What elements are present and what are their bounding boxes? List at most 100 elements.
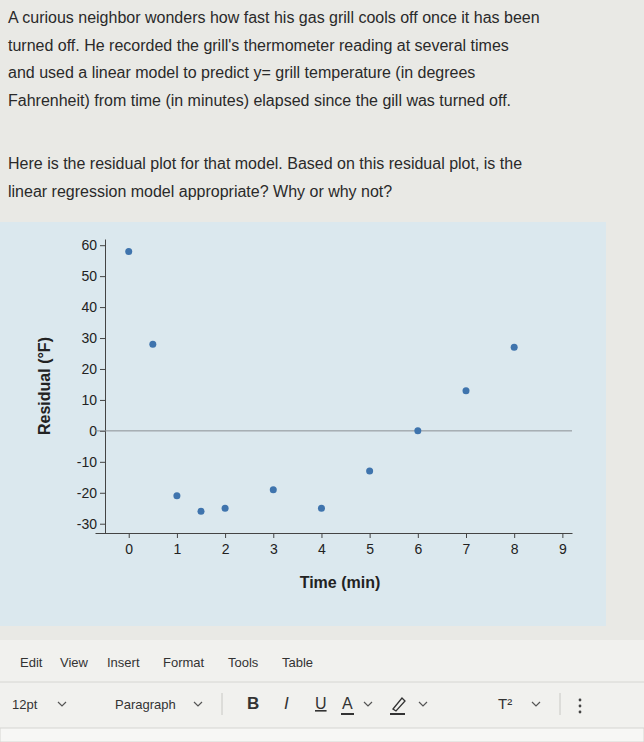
y-axis: -30-20-100102030405060 <box>77 237 106 533</box>
x-tick-mark <box>129 533 130 538</box>
x-tick: 7 <box>463 533 471 557</box>
x-tick: 6 <box>414 533 422 557</box>
y-tick-mark <box>100 276 105 277</box>
question-line: Here is the residual plot for that model… <box>8 155 522 172</box>
dropdown-chevron[interactable] <box>364 702 372 706</box>
x-tick-label: 9 <box>559 541 567 557</box>
highlight-icon[interactable] <box>393 698 405 711</box>
dropdown-chevron[interactable] <box>194 702 202 706</box>
x-tick-label: 0 <box>125 541 133 557</box>
baseline <box>95 430 572 431</box>
x-tick-mark <box>418 533 419 538</box>
toolbar-separator <box>222 693 223 715</box>
menu-item[interactable]: View <box>60 655 89 670</box>
text-color-bar <box>341 713 354 715</box>
y-tick-mark <box>100 462 105 463</box>
x-tick-mark <box>225 533 226 538</box>
y-tick-mark <box>100 400 105 401</box>
point <box>463 387 470 394</box>
x-tick-label: 6 <box>414 541 422 557</box>
menu-item[interactable]: Edit <box>20 655 43 670</box>
question-line: Fahrenheit) from time (in minutes) elaps… <box>8 92 511 109</box>
point <box>222 505 229 512</box>
y-tick: 40 <box>81 299 105 315</box>
y-tick-mark <box>100 369 105 370</box>
dropdown-chevron[interactable] <box>58 702 66 706</box>
toolbar-item[interactable]: U <box>315 695 327 712</box>
question-line: A curious neighbor wonders how fast his … <box>8 9 540 26</box>
x-tick-mark <box>273 533 274 538</box>
dropdown-chevron[interactable] <box>532 702 540 706</box>
y-tick: 60 <box>81 237 105 253</box>
menu-item[interactable]: Tools <box>228 655 259 670</box>
toolbar-item[interactable]: I <box>284 694 289 713</box>
y-tick: 30 <box>81 330 105 346</box>
y-tick-mark <box>100 338 105 339</box>
y-tick-label: 50 <box>81 268 97 284</box>
question-line: turned off. He recorded the grill's ther… <box>8 37 509 54</box>
point <box>318 505 325 512</box>
dropdown-chevron[interactable] <box>419 702 427 706</box>
y-tick: 20 <box>81 361 105 377</box>
point <box>414 427 421 434</box>
x-tick-mark <box>466 533 467 538</box>
y-tick: -30 <box>77 516 105 532</box>
menu-item[interactable]: Table <box>282 655 313 670</box>
more-dot[interactable] <box>579 699 582 702</box>
x-tick-mark <box>177 533 178 538</box>
x-tick-label: 4 <box>318 541 326 557</box>
toolbar-item[interactable]: T² <box>498 695 512 712</box>
x-axis-title: Time (min) <box>300 574 381 591</box>
y-tick-label: -30 <box>77 516 97 532</box>
x-tick-mark <box>562 533 563 538</box>
more-dot[interactable] <box>579 711 582 714</box>
question-line: and used a linear model to predict y= gr… <box>8 64 475 81</box>
x-tick-mark <box>370 533 371 538</box>
point <box>366 468 373 475</box>
point <box>198 508 205 515</box>
x-tick-mark <box>514 533 515 538</box>
more-dot[interactable] <box>579 705 582 708</box>
y-tick-label: 40 <box>81 299 97 315</box>
point <box>511 344 518 351</box>
editor-bg <box>0 640 644 742</box>
editor-divider <box>0 682 644 683</box>
y-tick: 50 <box>81 268 105 284</box>
toolbar-item[interactable]: 12pt <box>12 697 38 712</box>
point <box>173 492 180 499</box>
toolbar-separator <box>560 693 561 715</box>
x-tick-label: 1 <box>174 541 182 557</box>
y-tick-label: 20 <box>81 361 97 377</box>
x-tick-label: 3 <box>270 541 278 557</box>
toolbar-item[interactable]: A <box>342 695 353 712</box>
editor-body <box>0 728 644 742</box>
x-tick: 9 <box>559 533 567 557</box>
y-tick: -20 <box>77 485 105 501</box>
x-tick: 8 <box>511 533 519 557</box>
x-tick: 3 <box>270 533 278 557</box>
y-tick-label: -20 <box>77 485 97 501</box>
x-tick-mark <box>321 533 322 538</box>
y-tick: -10 <box>77 454 105 470</box>
x-tick: 1 <box>174 533 182 557</box>
x-tick: 4 <box>318 533 326 557</box>
x-tick: 5 <box>366 533 374 557</box>
y-tick-mark <box>100 245 105 246</box>
x-tick: 2 <box>222 533 230 557</box>
toolbar-item[interactable]: Paragraph <box>115 697 176 712</box>
point <box>125 248 132 255</box>
menu-item[interactable]: Insert <box>107 655 140 670</box>
x-axis-line <box>96 533 573 534</box>
x-tick-label: 5 <box>366 541 374 557</box>
y-tick-label: 60 <box>81 237 97 253</box>
y-tick-mark <box>100 524 105 525</box>
menu-item[interactable]: Format <box>163 655 205 670</box>
question-line: linear regression model appropriate? Why… <box>8 183 392 200</box>
y-tick-label: -10 <box>77 454 97 470</box>
toolbar-item[interactable]: B <box>247 694 259 713</box>
x-tick-label: 7 <box>463 541 471 557</box>
point <box>149 341 156 348</box>
page: A curious neighbor wonders how fast his … <box>0 0 644 742</box>
x-tick-label: 8 <box>511 541 519 557</box>
point <box>270 486 277 493</box>
